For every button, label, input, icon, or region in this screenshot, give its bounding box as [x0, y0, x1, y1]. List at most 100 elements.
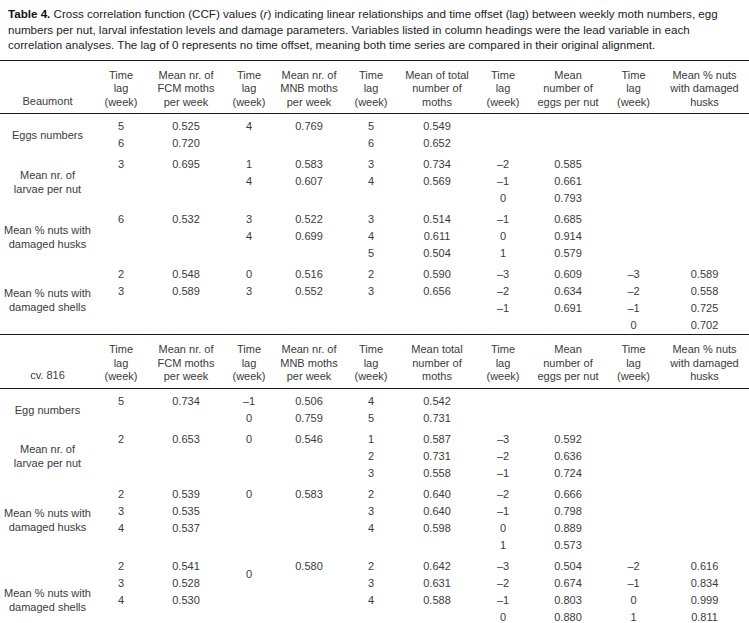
- table-cell: 0.549: [397, 114, 477, 136]
- column-header-5: Mean total number of moths: [397, 335, 477, 388]
- table-row: Eggs numbers50.52540.76950.549: [0, 114, 749, 136]
- table-cell: 4: [345, 592, 397, 609]
- table-cell: [660, 173, 749, 190]
- table-cell: [660, 520, 749, 537]
- table-cell: 0.541: [147, 554, 225, 575]
- table-cell: 0.537: [147, 520, 225, 537]
- table-cell: [147, 300, 225, 317]
- table-cell: 5: [95, 388, 147, 410]
- table-cell: 0.691: [529, 300, 607, 317]
- table-cell: [660, 410, 749, 427]
- table-cell: [477, 114, 529, 136]
- table-cell: 6: [95, 135, 147, 152]
- table-cell: 0.504: [397, 245, 477, 262]
- table-cell: 0.609: [529, 262, 607, 283]
- table-cell: 3: [345, 152, 397, 173]
- table-cell: 4: [225, 114, 273, 136]
- table-row: Egg numbers50.734–10.50640.542: [0, 388, 749, 410]
- table-cell: 2: [95, 554, 147, 575]
- table-cell: [397, 300, 477, 317]
- table-cell: –1: [607, 300, 660, 317]
- table-cell: 0.652: [397, 135, 477, 152]
- table-cell: 3: [345, 465, 397, 482]
- table-cell: [477, 317, 529, 335]
- table-cell: 0.793: [529, 190, 607, 207]
- row-group-label: Eggs numbers: [0, 114, 95, 153]
- table-cell: 0.522: [273, 207, 345, 228]
- table-cell: [147, 448, 225, 465]
- table-cell: [607, 245, 660, 262]
- table-cell: –3: [477, 427, 529, 448]
- table-cell: 3: [95, 283, 147, 300]
- table-cell: 1: [345, 427, 397, 448]
- table-cell: 2: [345, 262, 397, 283]
- table-cell: [273, 300, 345, 317]
- table-cell: 4: [345, 228, 397, 245]
- table-row: 40.53040.588–10.80300.999: [0, 592, 749, 609]
- table-cell: 0: [225, 427, 273, 448]
- table-cell: 0.731: [397, 410, 477, 427]
- table-cell: 0.634: [529, 283, 607, 300]
- row-group-label: Mean % nuts with damaged husks: [0, 207, 95, 262]
- paper-table-figure: Table 4. Cross correlation function (CCF…: [0, 0, 749, 623]
- table-cell: –1: [477, 465, 529, 482]
- table-cell: 2: [95, 427, 147, 448]
- table-row: 00.75950.731: [0, 410, 749, 427]
- table-cell: 0.548: [147, 262, 225, 283]
- table-cell: [660, 245, 749, 262]
- table-cell: [147, 173, 225, 190]
- table-cell: [273, 135, 345, 152]
- table-cell: [607, 520, 660, 537]
- table-cell: 0.731: [397, 448, 477, 465]
- table-row: Mean % nuts with damaged husks20.53900.5…: [0, 482, 749, 503]
- column-header-2: Time lag (week): [225, 335, 273, 388]
- table-cell: 0.611: [397, 228, 477, 245]
- table-cell: 0.720: [147, 135, 225, 152]
- table-cell: 0.558: [660, 283, 749, 300]
- table-cell: [660, 503, 749, 520]
- table-cell: [607, 228, 660, 245]
- table-cell: [225, 135, 273, 152]
- table-cell: 0.506: [273, 388, 345, 410]
- table-cell: [660, 537, 749, 554]
- table-cell: –1: [477, 503, 529, 520]
- table-cell: [225, 300, 273, 317]
- table-cell: 0.695: [147, 152, 225, 173]
- table-cell: 0: [477, 520, 529, 537]
- table-cell: –1: [607, 575, 660, 592]
- table-cell: [345, 300, 397, 317]
- table-cell: 0.583: [273, 152, 345, 173]
- table-cell: [607, 482, 660, 503]
- table-cell: [225, 520, 273, 537]
- table-cell: 3: [345, 283, 397, 300]
- table-cell: [529, 410, 607, 427]
- table-cell: 0.666: [529, 482, 607, 503]
- table-cell: 0: [607, 317, 660, 335]
- table-cell: [273, 465, 345, 482]
- table-cell: [607, 135, 660, 152]
- table-cell: [660, 427, 749, 448]
- table-cell: –2: [477, 448, 529, 465]
- table-cell: 0.585: [529, 152, 607, 173]
- table-cell: [607, 537, 660, 554]
- table-cell: [529, 317, 607, 335]
- table-cell: 0.573: [529, 537, 607, 554]
- row-group-label: Mean % nuts with damaged shells: [0, 554, 95, 623]
- table-cell: 6: [345, 135, 397, 152]
- table-cell: 0.631: [397, 575, 477, 592]
- row-group-label: Mean nr. of larvae per nut: [0, 427, 95, 482]
- column-header-9: Mean % nuts with damaged husks: [660, 60, 749, 114]
- header-row: BeaumontTime lag (week)Mean nr. of FCM m…: [0, 60, 749, 114]
- table-cell: 0.532: [147, 207, 225, 228]
- table-cell: [660, 228, 749, 245]
- table-cell: [607, 152, 660, 173]
- table-cell: 0.798: [529, 503, 607, 520]
- table-cell: 0.589: [147, 283, 225, 300]
- column-header-6: Time lag (week): [477, 335, 529, 388]
- table-cell: [529, 388, 607, 410]
- table-cell: 0.999: [660, 592, 749, 609]
- table-cell: 0.653: [147, 427, 225, 448]
- table-cell: [607, 173, 660, 190]
- table-cell: [607, 190, 660, 207]
- row-group-label: Mean % nuts with damaged husks: [0, 482, 95, 554]
